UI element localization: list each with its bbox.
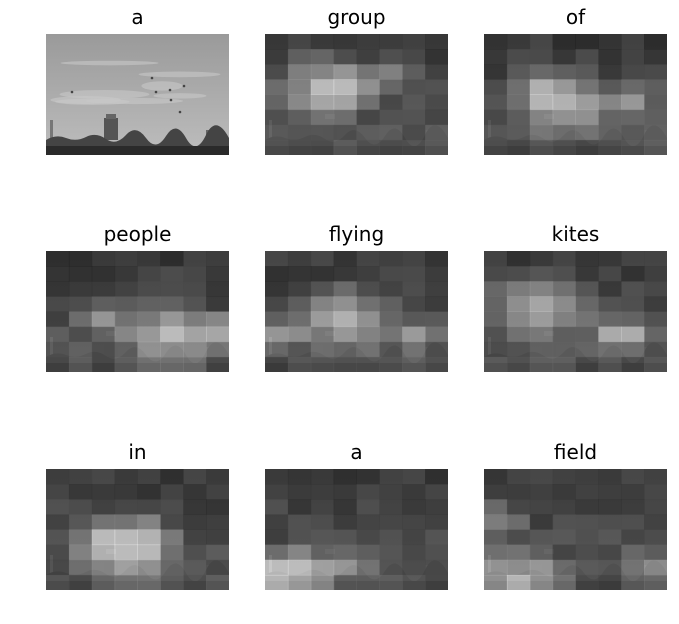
- original-photo: [46, 34, 229, 155]
- attention-heatmap-image: [265, 469, 448, 590]
- attention-heatmap-image: [484, 469, 667, 590]
- attention-heatmap-image: [46, 469, 229, 590]
- panel-word-label: a: [350, 440, 363, 464]
- panel-word-label: people: [103, 222, 172, 246]
- panel-word-label: a: [131, 5, 144, 29]
- panel-word-label: field: [553, 440, 598, 464]
- panel-word-label: kites: [551, 222, 600, 246]
- attention-heatmap-image: [484, 251, 667, 372]
- attention-heatmap-image: [46, 251, 229, 372]
- attention-heatmap-image: [484, 34, 667, 155]
- panel-word-label: of: [565, 5, 586, 29]
- attention-heatmap-image: [265, 34, 448, 155]
- attention-heatmap-image: [265, 251, 448, 372]
- panel-word-label: in: [128, 440, 147, 464]
- panel-word-label: group: [327, 5, 386, 29]
- panel-word-label: flying: [328, 222, 385, 246]
